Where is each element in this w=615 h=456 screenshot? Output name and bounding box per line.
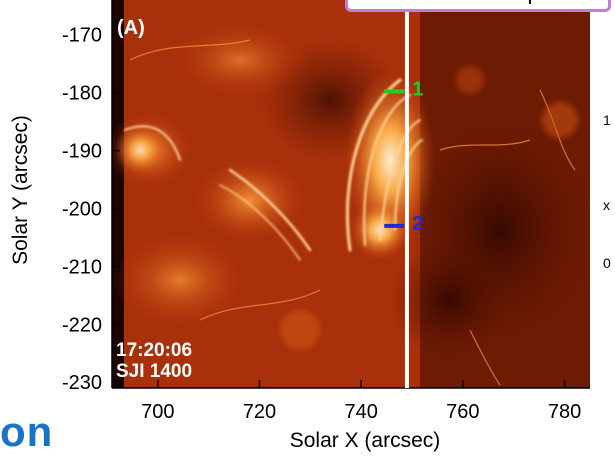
timestamp-label: 17:20:06	[116, 340, 192, 361]
y-tick-label: -200	[62, 198, 102, 220]
x-tick-label: 740	[344, 401, 377, 423]
instrument-label: SJI 1400	[116, 361, 192, 382]
y-axis-label: Solar Y (arcsec)	[9, 115, 32, 265]
y-tick-label: -210	[62, 256, 102, 278]
x-tick-label: 760	[446, 401, 479, 423]
x-tick-label: 700	[141, 401, 174, 423]
callout-box: l	[345, 0, 611, 12]
x-tick-label: 780	[548, 401, 581, 423]
solar-image	[112, 0, 590, 388]
axes-frame	[111, 0, 590, 389]
marker-2-label: 2	[412, 213, 423, 235]
panel-label: (A)	[117, 17, 145, 39]
y-tick-label: -170	[62, 25, 102, 47]
y-tick-label: -180	[62, 83, 102, 105]
bottom-left-text: on	[0, 408, 54, 455]
marker-1-label: 1	[412, 78, 423, 100]
right-edge-tick-1: 1	[603, 112, 611, 128]
y-tick-label: -230	[62, 372, 102, 394]
right-edge-tick-3: 0	[603, 255, 611, 271]
y-tick-label: -190	[62, 141, 102, 163]
y-tick-label: -220	[62, 314, 102, 336]
x-tick-label: 720	[243, 401, 276, 423]
x-axis-label: Solar X (arcsec)	[290, 429, 441, 452]
callout-text: l	[528, 0, 532, 7]
right-edge-tick-2: x	[603, 197, 610, 213]
